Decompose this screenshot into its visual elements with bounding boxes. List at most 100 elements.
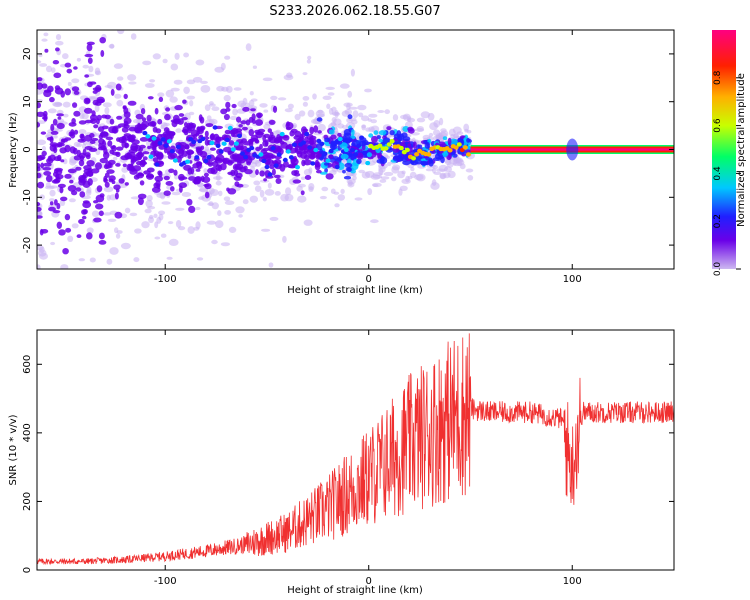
spectrogram-core <box>291 142 297 147</box>
spectrogram-cell <box>128 81 137 85</box>
spectrogram-cell <box>190 129 198 137</box>
spectrogram-core <box>349 147 355 153</box>
spectrogram-cell <box>340 153 349 160</box>
spectrogram-cell <box>308 137 313 145</box>
spectrogram-cell <box>108 126 117 134</box>
spectrogram-cell <box>145 199 153 208</box>
spectrogram-cell <box>229 129 238 135</box>
spectrogram-cell <box>168 168 175 174</box>
spectrogram-cell <box>139 180 145 186</box>
spectrogram-cell <box>101 125 109 130</box>
spectrogram-cell <box>71 118 76 124</box>
spectrogram-cell <box>196 257 204 261</box>
spectrogram-cell <box>68 131 73 137</box>
spectrogram-cell <box>163 190 171 196</box>
spectrogram-cell <box>392 114 399 121</box>
spectrogram-cell <box>420 160 428 166</box>
spectrogram-cell <box>275 129 282 135</box>
spectrogram-cell <box>55 34 62 41</box>
spectrogram-core <box>237 133 242 138</box>
spectrogram-cell <box>428 132 434 137</box>
spectrogram-cell <box>79 155 84 162</box>
spectrogram-cell <box>37 264 41 269</box>
spectrogram-cell <box>84 74 90 78</box>
spectrogram-cell <box>148 216 154 223</box>
spectrogram-core <box>276 152 282 157</box>
spectrogram-cell <box>347 114 353 120</box>
spectrogram-core <box>328 148 334 154</box>
spectrogram-cell <box>372 183 379 187</box>
spectrogram-cell <box>391 176 397 182</box>
spectrogram-cell <box>154 107 159 115</box>
spectrogram-core <box>316 138 322 144</box>
spectrogram-cell <box>64 173 72 179</box>
spectrogram-cell <box>307 55 312 60</box>
spectrogram-cell <box>255 131 264 139</box>
spectrogram-cell <box>133 257 140 263</box>
spectrogram-cell <box>274 158 282 165</box>
spectrogram-cell <box>309 126 315 135</box>
spectrogram-cell <box>361 124 367 129</box>
spectrogram-cell <box>124 207 131 214</box>
spectrogram-cell <box>183 52 190 58</box>
spectrogram-cell <box>269 164 275 170</box>
spectrogram-cell <box>432 164 439 170</box>
spectrogram-cell <box>41 83 48 89</box>
spectrogram-cell <box>156 193 166 199</box>
spectrogram-cell <box>332 156 339 160</box>
spectrogram-cell <box>330 121 337 127</box>
spectrogram-cell <box>248 129 255 137</box>
spectrogram-cell <box>243 141 252 146</box>
spectrogram-cell <box>107 140 113 147</box>
spectrogram-core <box>160 137 166 142</box>
spectrogram-cell <box>277 97 287 101</box>
spectrogram-cell <box>319 171 328 175</box>
spectrogram-core <box>288 155 294 160</box>
spectrogram-cell <box>466 129 472 134</box>
spectrogram-cell <box>255 119 263 126</box>
spectrogram-cell <box>236 116 242 123</box>
spectrogram-cell <box>223 146 232 153</box>
spectrogram-core <box>200 136 206 142</box>
spectrogram-core <box>188 137 194 142</box>
spectrogram-core <box>279 131 285 137</box>
spectrogram-cell <box>268 119 276 125</box>
spectrogram-cell <box>235 172 243 179</box>
spectrogram-cell <box>160 124 165 130</box>
spectrogram-cell <box>287 164 294 169</box>
spectrogram-cell <box>130 196 141 200</box>
spectrogram-cell <box>233 154 238 162</box>
spectrogram-cell <box>402 126 410 132</box>
spectrogram-cell <box>86 43 93 52</box>
spectrogram-cell <box>466 138 471 143</box>
spectrogram-cell <box>164 113 171 121</box>
spectrogram-cell <box>52 118 58 126</box>
spectrogram-cell <box>117 76 124 81</box>
spectrogram-cell <box>179 144 186 152</box>
spectrogram-cell <box>69 146 76 154</box>
spectrogram-core <box>307 145 313 150</box>
spectrogram-cell <box>439 172 447 180</box>
spectrogram-cell <box>138 147 143 152</box>
spectrogram-cell <box>220 163 227 171</box>
spectrogram-cell <box>37 122 41 128</box>
spectrogram-cell <box>275 178 282 184</box>
spectrogram-cell <box>37 82 43 90</box>
spectrogram-cell <box>378 138 383 143</box>
spectrogram-cell <box>259 103 268 108</box>
spectrogram-core <box>154 162 160 167</box>
spectrogram-cell <box>39 270 47 276</box>
spectrogram-core <box>365 160 371 166</box>
spectrogram-cell <box>301 133 306 138</box>
spectrogram-cell <box>71 190 78 196</box>
y-tick-label: 0 <box>22 146 33 152</box>
spectrogram-cell <box>323 162 330 166</box>
spectrogram-cell <box>331 111 340 116</box>
spectrogram-cell <box>98 232 105 240</box>
spectrogram-cell <box>251 113 256 121</box>
spectrogram-cell <box>78 258 86 262</box>
spectrogram-cell <box>195 59 205 66</box>
spectrogram-cell <box>231 103 237 109</box>
spectrogram-cell <box>372 175 383 179</box>
spectrogram-cell <box>62 248 69 255</box>
